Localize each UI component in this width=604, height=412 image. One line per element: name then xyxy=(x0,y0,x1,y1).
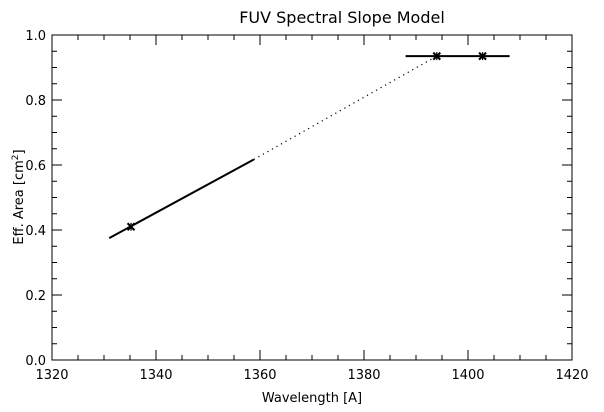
y-tick-label: 0.2 xyxy=(25,289,46,304)
y-tick-label: 1.0 xyxy=(25,29,46,44)
marker-layer xyxy=(126,51,487,231)
y-tick-label: 0.4 xyxy=(25,224,46,239)
y-axis-title: Eff. Area [cm2] xyxy=(11,149,27,244)
y-tick-label: 0.0 xyxy=(25,354,46,369)
x-axis-title: Wavelength [A] xyxy=(262,391,362,406)
series-layer xyxy=(108,55,510,239)
x-axis: 1320 1340 1360 1380 1400 1420 xyxy=(35,35,589,383)
y-axis-title-superscript: 2 xyxy=(11,154,21,160)
y-tick-label: 0.8 xyxy=(25,94,46,109)
series-line-2 xyxy=(253,55,438,161)
x-tick-label: 1420 xyxy=(555,368,588,383)
x-tick-label: 1360 xyxy=(243,368,276,383)
x-tick-label: 1380 xyxy=(347,368,380,383)
x-tick-label: 1400 xyxy=(451,368,484,383)
y-axis: 0.0 0.2 0.4 0.6 0.8 1.0 xyxy=(25,29,572,369)
y-axis-title-end: ] xyxy=(12,149,27,154)
x-tick-label: 1340 xyxy=(139,368,172,383)
y-axis-title-text: Eff. Area [cm xyxy=(12,160,27,244)
data-point-marker xyxy=(126,222,136,231)
data-point-marker xyxy=(432,51,442,61)
plot-frame xyxy=(51,34,573,361)
x-tick-label: 1320 xyxy=(35,368,68,383)
y-tick-label: 0.6 xyxy=(25,159,46,174)
chart-title: FUV Spectral Slope Model xyxy=(239,8,445,27)
data-point-marker xyxy=(478,51,487,61)
